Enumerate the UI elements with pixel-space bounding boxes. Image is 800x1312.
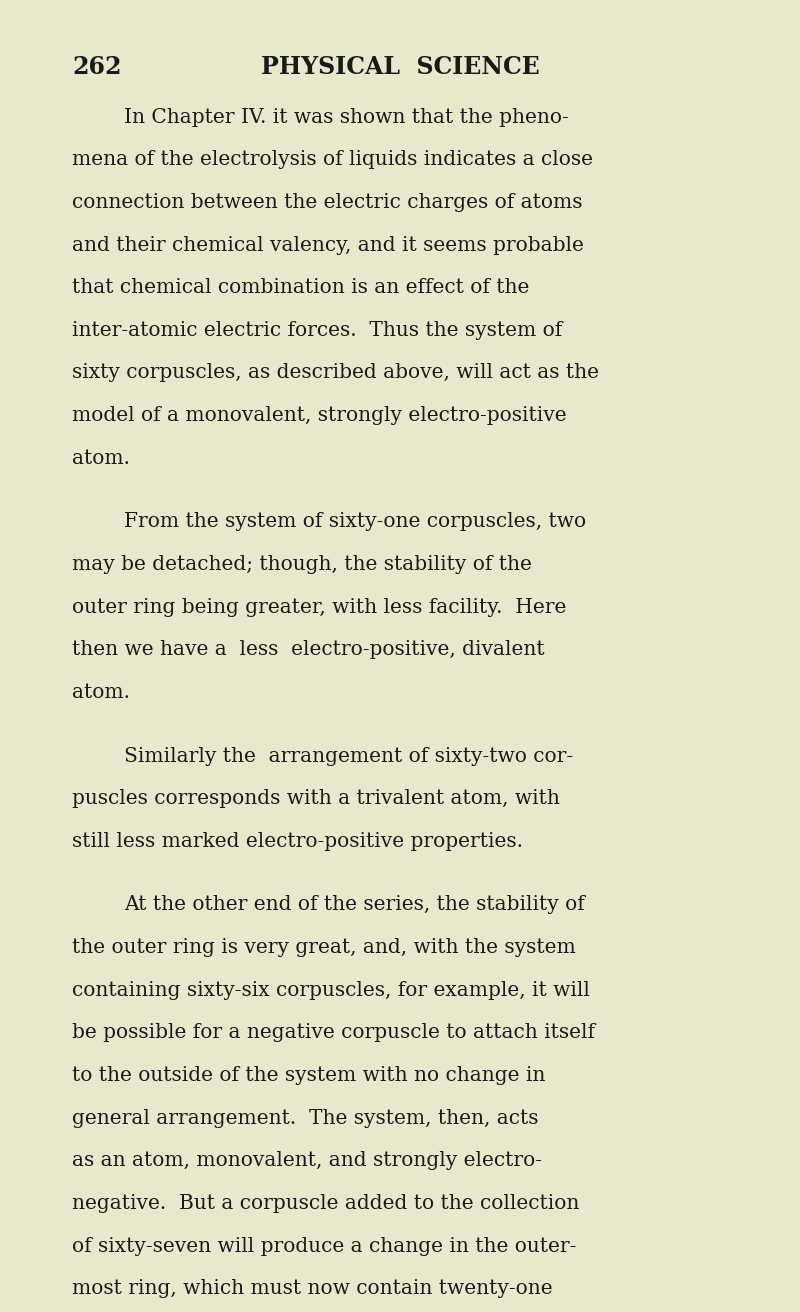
- Text: sixty corpuscles, as described above, will act as the: sixty corpuscles, as described above, wi…: [72, 363, 599, 382]
- Text: and their chemical valency, and it seems probable: and their chemical valency, and it seems…: [72, 235, 584, 255]
- Text: mena of the electrolysis of liquids indicates a close: mena of the electrolysis of liquids indi…: [72, 150, 593, 169]
- Text: as an atom, monovalent, and strongly electro-: as an atom, monovalent, and strongly ele…: [72, 1151, 542, 1170]
- Text: atom.: atom.: [72, 449, 130, 467]
- Text: outer ring being greater, with less facility.  Here: outer ring being greater, with less faci…: [72, 597, 566, 617]
- Text: that chemical combination is an effect of the: that chemical combination is an effect o…: [72, 278, 530, 297]
- Text: to the outside of the system with no change in: to the outside of the system with no cha…: [72, 1065, 546, 1085]
- Text: In Chapter IV. it was shown that the pheno-: In Chapter IV. it was shown that the phe…: [124, 108, 569, 126]
- Text: inter-atomic electric forces.  Thus the system of: inter-atomic electric forces. Thus the s…: [72, 320, 562, 340]
- Text: puscles corresponds with a trivalent atom, with: puscles corresponds with a trivalent ato…: [72, 789, 560, 808]
- Text: negative.  But a corpuscle added to the collection: negative. But a corpuscle added to the c…: [72, 1194, 579, 1212]
- Text: atom.: atom.: [72, 682, 130, 702]
- Text: still less marked electro-positive properties.: still less marked electro-positive prope…: [72, 832, 523, 850]
- Text: PHYSICAL  SCIENCE: PHYSICAL SCIENCE: [261, 55, 539, 79]
- Text: general arrangement.  The system, then, acts: general arrangement. The system, then, a…: [72, 1109, 538, 1127]
- Text: of sixty-seven will produce a change in the outer-: of sixty-seven will produce a change in …: [72, 1236, 576, 1256]
- Text: most ring, which must now contain twenty-one: most ring, which must now contain twenty…: [72, 1279, 553, 1298]
- Text: model of a monovalent, strongly electro-positive: model of a monovalent, strongly electro-…: [72, 405, 566, 425]
- Text: At the other end of the series, the stability of: At the other end of the series, the stab…: [124, 895, 585, 914]
- Text: the outer ring is very great, and, with the system: the outer ring is very great, and, with …: [72, 938, 576, 956]
- Text: From the system of sixty-one corpuscles, two: From the system of sixty-one corpuscles,…: [124, 512, 586, 531]
- Text: connection between the electric charges of atoms: connection between the electric charges …: [72, 193, 582, 211]
- Text: 262: 262: [72, 55, 122, 79]
- Text: be possible for a negative corpuscle to attach itself: be possible for a negative corpuscle to …: [72, 1023, 595, 1042]
- Text: then we have a  less  electro-positive, divalent: then we have a less electro-positive, di…: [72, 640, 545, 659]
- Text: Similarly the  arrangement of sixty-two cor-: Similarly the arrangement of sixty-two c…: [124, 747, 573, 765]
- Text: may be detached; though, the stability of the: may be detached; though, the stability o…: [72, 555, 532, 573]
- Text: containing sixty-six corpuscles, for example, it will: containing sixty-six corpuscles, for exa…: [72, 980, 590, 1000]
